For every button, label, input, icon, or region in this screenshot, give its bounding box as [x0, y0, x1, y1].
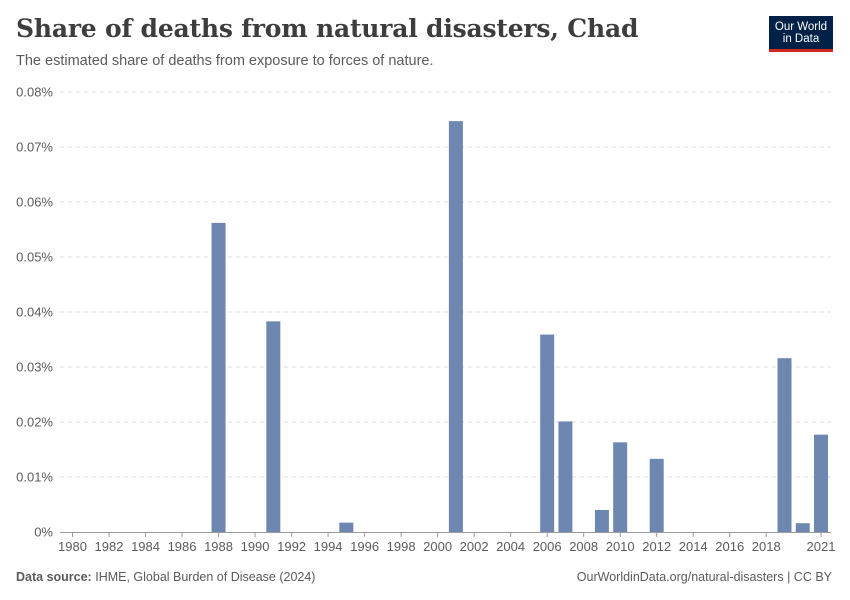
y-tick-label: 0.02% [16, 415, 53, 430]
x-tick-label: 1982 [95, 539, 124, 554]
bar-2020 [795, 523, 810, 532]
y-tick-label: 0.05% [16, 250, 53, 265]
x-tick-label: 1990 [241, 539, 270, 554]
data-source: Data source: IHME, Global Burden of Dise… [16, 570, 315, 584]
bar-2021 [814, 434, 828, 532]
x-tick-label: 2004 [496, 539, 525, 554]
bar-1991 [266, 321, 281, 532]
x-tick-label: 2008 [569, 539, 598, 554]
x-tick-label: 1992 [277, 539, 306, 554]
y-tick-label: 0.04% [16, 305, 53, 320]
x-tick-label: 1986 [168, 539, 197, 554]
x-tick-label: 1984 [131, 539, 160, 554]
logo-line-1: Our World [774, 20, 828, 33]
x-tick-label: 2018 [752, 539, 781, 554]
chart-subtitle: The estimated share of deaths from expos… [16, 53, 434, 69]
data-source-text[interactable]: IHME, Global Burden of Disease (2024) [95, 570, 316, 584]
x-tick-label: 1994 [314, 539, 343, 554]
bar-1995 [339, 522, 354, 532]
bar-2012 [649, 458, 664, 532]
x-tick-label: 1988 [204, 539, 233, 554]
bar-2009 [594, 510, 609, 532]
y-tick-label: 0.06% [16, 195, 53, 210]
bar-1988 [211, 222, 226, 532]
x-tick-label: 2006 [533, 539, 562, 554]
x-tick-label: 2016 [715, 539, 744, 554]
x-tick-label: 2021 [807, 539, 836, 554]
logo-line-2: in Data [782, 32, 820, 45]
y-tick-label: 0.03% [16, 360, 53, 375]
footer-link[interactable]: OurWorldinData.org/natural-disasters | C… [576, 570, 832, 584]
y-tick-label: 0.07% [16, 140, 53, 155]
y-tick-label: 0.08% [16, 85, 53, 100]
bar-2006 [540, 334, 555, 532]
x-tick-label: 1980 [58, 539, 87, 554]
owid-logo[interactable]: Our World in Data [769, 16, 833, 52]
chart-title: Share of deaths from natural disasters, … [16, 14, 639, 43]
bar-2001 [448, 121, 463, 533]
bar-2019 [777, 358, 792, 532]
x-tick-label: 1996 [350, 539, 379, 554]
bar-2007 [558, 421, 573, 532]
data-source-label: Data source: [16, 570, 92, 584]
y-tick-label: 0.01% [16, 470, 53, 485]
x-tick-label: 1998 [387, 539, 416, 554]
bar-2010 [613, 442, 628, 532]
x-tick-label: 2002 [460, 539, 489, 554]
x-tick-label: 2012 [642, 539, 671, 554]
y-tick-label: 0% [34, 525, 53, 540]
x-tick-label: 2010 [606, 539, 635, 554]
x-tick-label: 2000 [423, 539, 452, 554]
x-tick-label: 2014 [679, 539, 708, 554]
